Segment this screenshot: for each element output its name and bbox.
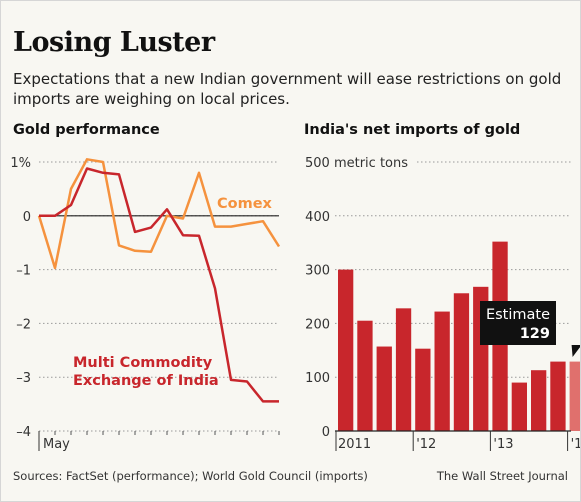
- bar: [531, 370, 547, 431]
- bar: [550, 361, 566, 431]
- bar: [395, 308, 412, 431]
- bar: [357, 320, 373, 431]
- estimate-callout-label: Estimate: [486, 307, 550, 323]
- y-tick-label: 0: [322, 425, 330, 440]
- estimate-callout-pointer: [571, 345, 580, 357]
- multi-commodity-exchange-of-india-line: [39, 167, 279, 403]
- y-tick-label: 200: [305, 317, 330, 332]
- right-panel-title: India's net imports of gold: [304, 122, 521, 138]
- y-tick-label: –1: [16, 264, 31, 279]
- x-axis-label: May: [43, 437, 70, 452]
- comex-line: [37, 158, 281, 270]
- x-tick-label: '14: [571, 437, 580, 452]
- estimate-bar: [569, 361, 580, 431]
- bar: [434, 311, 450, 431]
- mcx-series-label-line-2: Exchange of India: [73, 373, 219, 389]
- headline: Losing Luster: [13, 27, 215, 58]
- comex-series-label: Comex: [217, 196, 273, 212]
- y-tick-label: 1%: [10, 156, 31, 171]
- y-tick-label: –4: [16, 425, 31, 440]
- estimate-callout-value: 129: [520, 326, 550, 342]
- estimate-callout-box: [480, 301, 556, 345]
- x-tick-label: '13: [493, 437, 513, 452]
- y-tick-label: –2: [16, 317, 31, 332]
- credit-line: The Wall Street Journal: [436, 469, 568, 483]
- y-tick-label: 500 metric tons: [305, 156, 408, 171]
- subheadline: Expectations that a new Indian governmen…: [13, 70, 562, 108]
- y-tick-label: 0: [23, 210, 31, 225]
- bar: [453, 293, 470, 431]
- net-imports-chart: 500 metric tons 400 300 200 100 0 2011 '12 '13 '1…: [305, 156, 580, 452]
- bar: [338, 269, 354, 431]
- y-tick-label: 400: [305, 210, 330, 225]
- gold-performance-chart: 1% 0 –1 –2 –3 –4 May Comex Multi Commodity Exchan…: [10, 156, 281, 452]
- left-panel-title: Gold performance: [13, 122, 160, 138]
- bar: [415, 348, 431, 431]
- sources-note: Sources: FactSet (performance); World Go…: [13, 469, 368, 483]
- y-tick-label: 100: [305, 371, 330, 386]
- bar: [511, 382, 527, 431]
- y-tick-label: 300: [305, 264, 330, 279]
- x-tick-label: '12: [416, 437, 436, 452]
- y-tick-label: –3: [16, 371, 31, 386]
- bar: [376, 346, 392, 431]
- mcx-series-label-line-1: Multi Commodity: [73, 355, 213, 371]
- x-tick-label: 2011: [338, 437, 371, 452]
